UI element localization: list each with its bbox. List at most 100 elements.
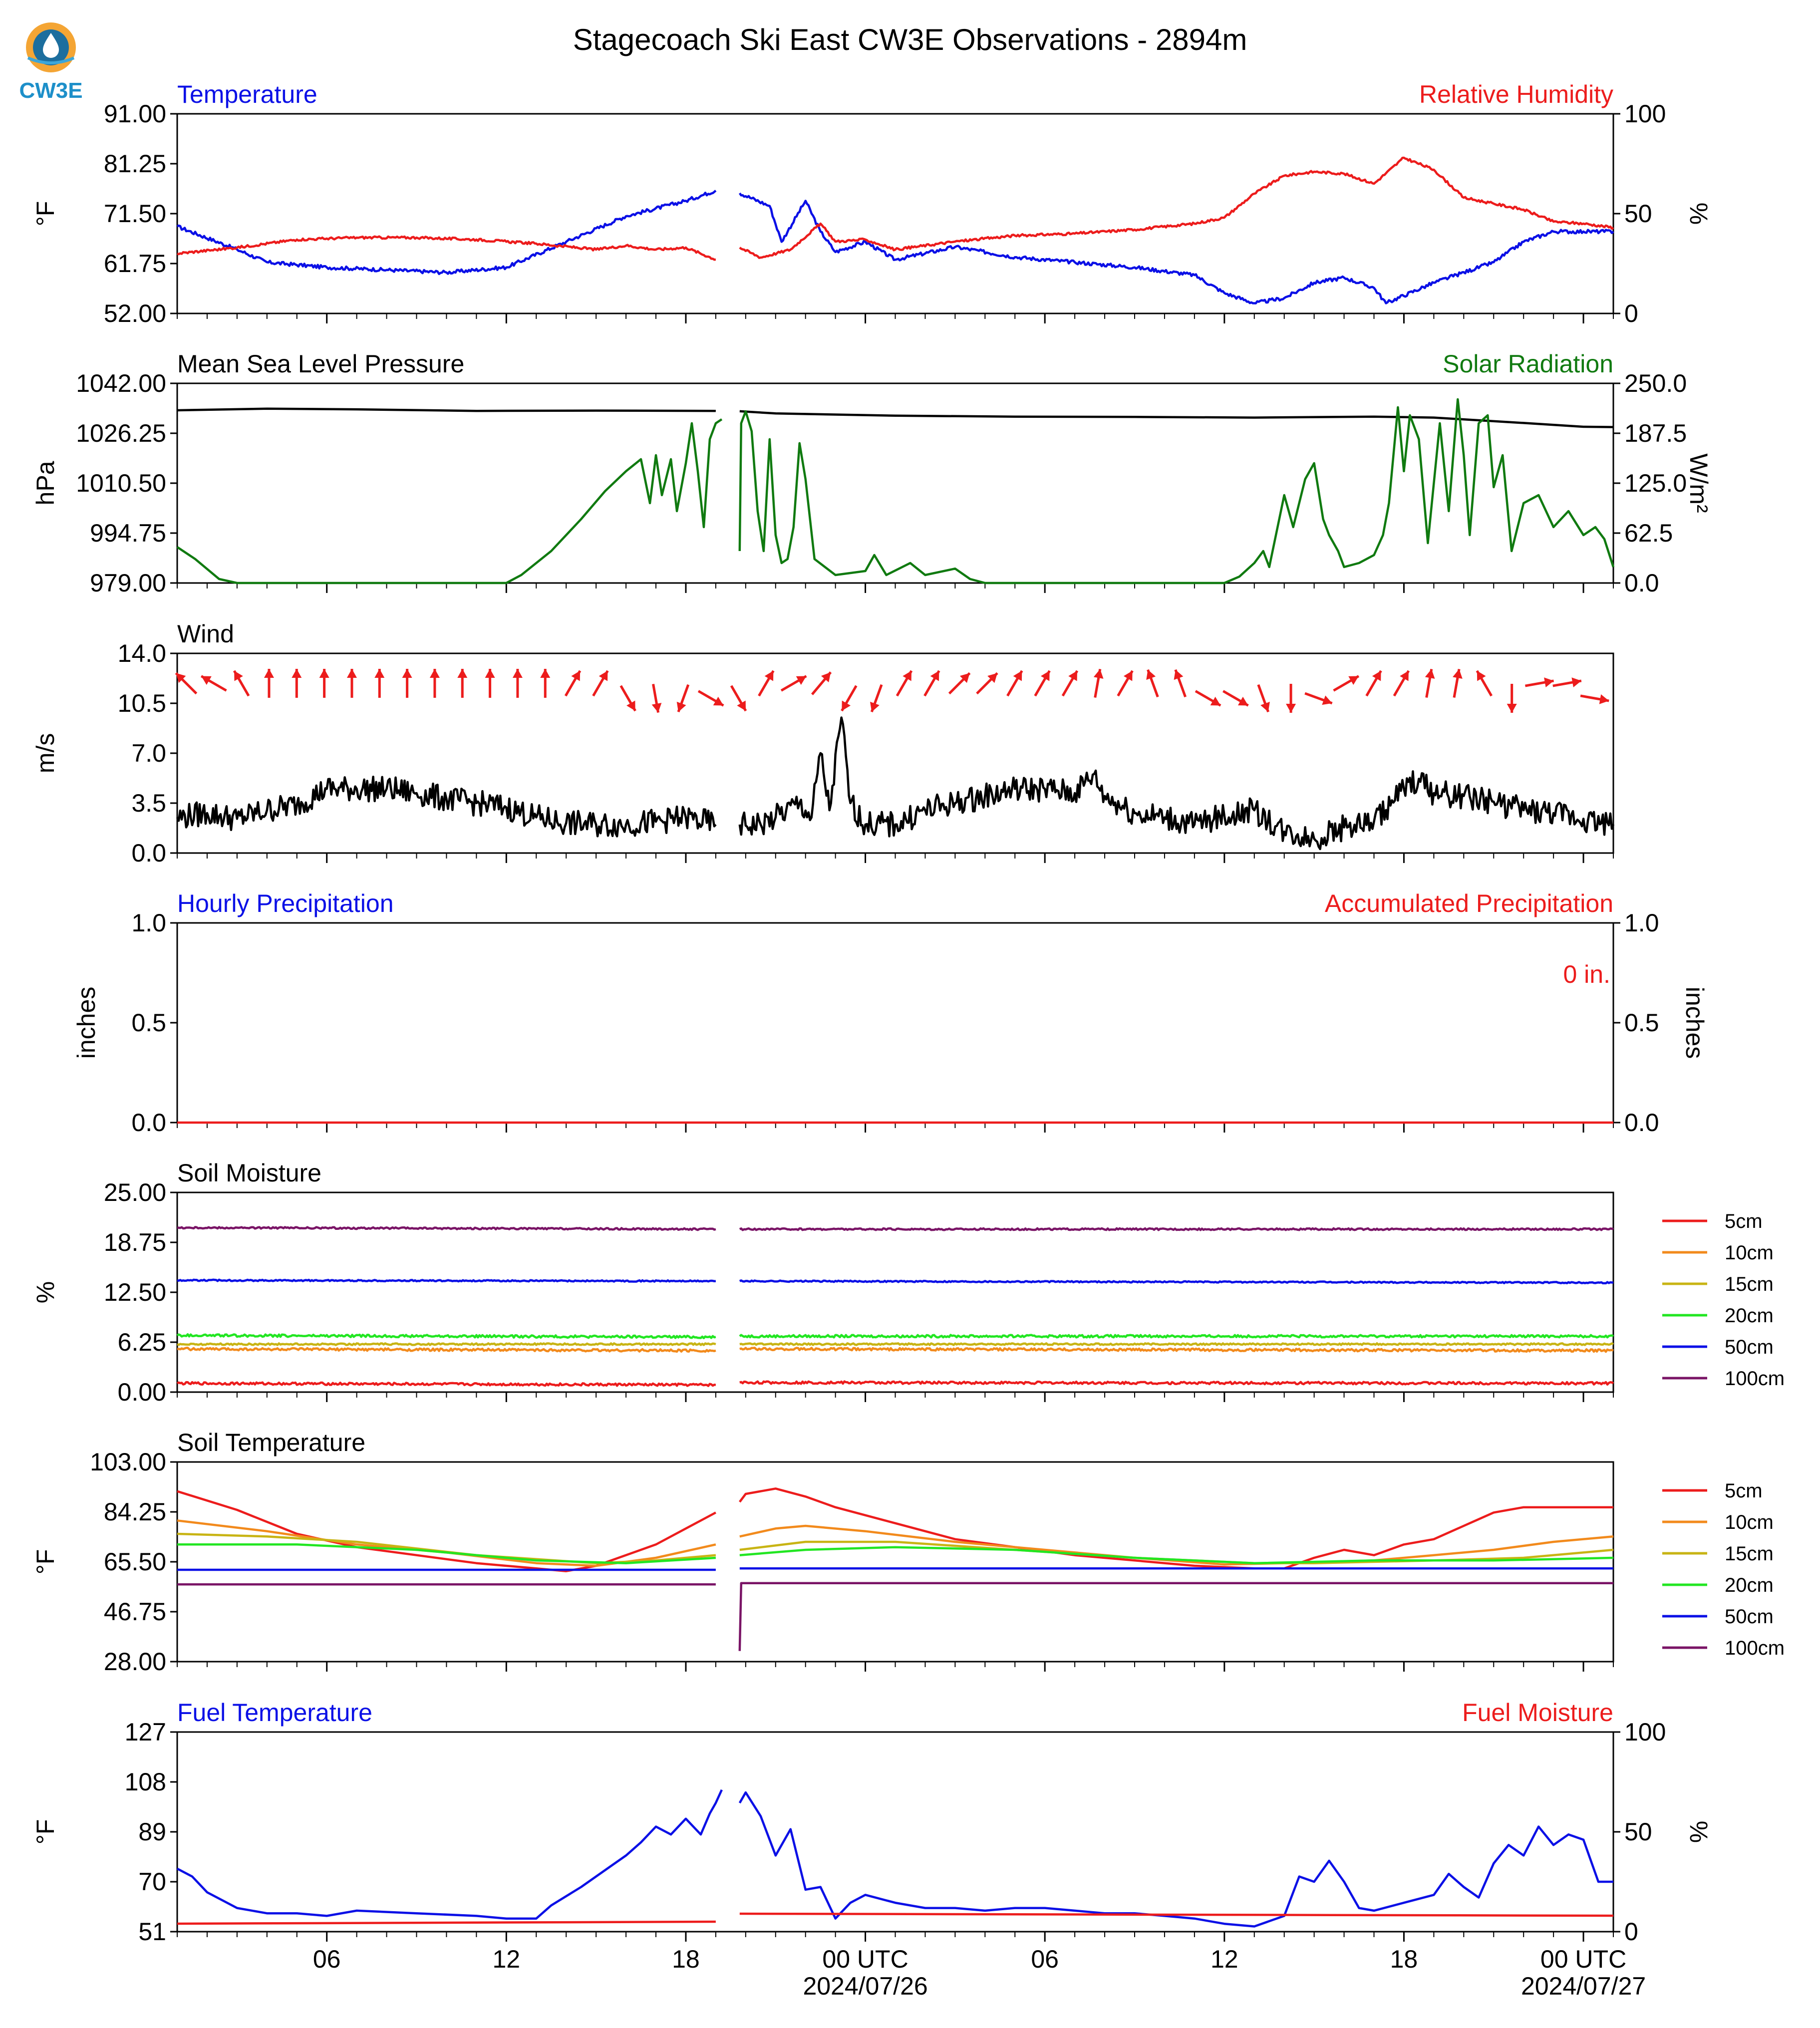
y-right-tick-label: 50 <box>1624 200 1652 228</box>
x-tick-label: 00 UTC <box>822 1945 908 1973</box>
wind-arrow-head <box>1013 670 1022 681</box>
series-line-5 <box>177 1226 1614 1231</box>
y-right-axis-label: % <box>1685 203 1713 225</box>
x-tick-date-label: 2024/07/27 <box>1521 1972 1646 2000</box>
chart-panels: Temperature Relative Humidity 91.00 81.25 71… <box>31 80 1785 2000</box>
y-tick-label: 1042.00 <box>76 369 166 397</box>
y-right-tick-label: 250.0 <box>1624 369 1687 397</box>
y-tick-label: 1010.50 <box>76 469 166 497</box>
series-line-1 <box>177 156 1614 261</box>
left-title: Soil Temperature <box>177 1429 365 1456</box>
wind-arrow-head <box>1477 670 1486 681</box>
y-right-tick-label: 125.0 <box>1624 469 1687 497</box>
series-line-5 <box>177 1582 1613 1651</box>
wind-arrow-head <box>346 669 357 678</box>
wind-arrow-head <box>1093 669 1104 679</box>
right-title: Solar Radiation <box>1443 350 1613 378</box>
y-tick-label: 1026.25 <box>76 419 166 447</box>
wind-arrow-head <box>292 669 302 678</box>
y-axis-label: inches <box>72 987 100 1059</box>
series-line-1 <box>177 1519 1614 1567</box>
wind-arrow-head <box>374 669 385 678</box>
y-tick-label: 52.00 <box>104 299 166 327</box>
wind-arrow-head <box>1348 676 1359 685</box>
left-title: Fuel Temperature <box>177 1699 372 1727</box>
y-axis-label: % <box>31 1281 59 1303</box>
y-tick-label: 0.00 <box>118 1378 166 1406</box>
cw3e-logo: CW3E <box>19 22 83 103</box>
wind-arrow-head <box>626 700 635 711</box>
legend-label: 15cm <box>1725 1273 1774 1295</box>
y-right-tick-label: 100 <box>1624 100 1666 128</box>
wind-arrow-head <box>1453 669 1463 679</box>
x-tick-label: 18 <box>1390 1945 1418 1973</box>
panel-2: Mean Sea Level Pressure Solar Radiation 10… <box>31 350 1713 597</box>
series-line-1 <box>176 398 1615 584</box>
y-right-tick-label: 187.5 <box>1624 419 1687 447</box>
wind-arrow-head <box>1146 669 1156 680</box>
wind-arrow-head <box>1068 670 1077 681</box>
wind-arrow-head <box>1123 670 1133 681</box>
wind-arrow-head <box>1237 696 1248 706</box>
y-tick-label: 0.0 <box>131 1109 166 1137</box>
wind-arrow-head <box>264 669 274 678</box>
wind-arrow-head <box>1599 694 1609 704</box>
left-title: Hourly Precipitation <box>177 889 394 917</box>
series-line-0 <box>176 190 1614 304</box>
wind-arrow-head <box>1400 670 1409 681</box>
y-tick-label: 91.00 <box>104 100 166 128</box>
y-right-axis-label: W/m² <box>1685 453 1713 513</box>
y-right-tick-label: 0 <box>1624 1918 1638 1946</box>
x-tick-label: 06 <box>313 1945 341 1973</box>
y-right-tick-label: 62.5 <box>1624 519 1673 547</box>
legend-label: 5cm <box>1725 1210 1763 1232</box>
panel-5: Soil Moisture 25.00 18.75 12.50 6.25 0.00% 5cm… <box>31 1159 1785 1406</box>
wind-arrow-head <box>1260 701 1270 712</box>
y-tick-label: 25.00 <box>104 1178 166 1206</box>
y-tick-label: 994.75 <box>90 519 166 547</box>
y-tick-label: 18.75 <box>104 1228 166 1256</box>
wind-arrow-head <box>176 673 186 683</box>
wind-arrow-head <box>1372 670 1381 681</box>
y-right-tick-label: 0.0 <box>1624 1109 1659 1137</box>
left-title: Mean Sea Level Pressure <box>177 350 464 378</box>
legend-label: 20cm <box>1725 1305 1774 1327</box>
wind-arrow-head <box>842 700 851 711</box>
series-line-3 <box>176 1333 1614 1340</box>
wind-arrow-head <box>512 669 523 678</box>
y-tick-label: 46.75 <box>104 1598 166 1626</box>
right-title: Relative Humidity <box>1419 80 1613 108</box>
y-right-tick-label: 0.0 <box>1624 569 1659 597</box>
wind-arrow-head <box>1210 696 1221 706</box>
wind-arrow-head <box>429 669 440 678</box>
wind-arrow-head <box>987 673 997 683</box>
legend-label: 50cm <box>1725 1336 1774 1358</box>
series-line-2 <box>177 1342 1614 1346</box>
legend-label: 100cm <box>1725 1637 1785 1659</box>
y-right-tick-label: 100 <box>1624 1718 1666 1746</box>
panel-3: Wind 14.0 10.5 7.0 3.5 0.0 m/s <box>31 620 1615 867</box>
panel-6: Soil Temperature 103.00 84.25 65.50 46.75 28.… <box>31 1429 1785 1676</box>
y-tick-label: 65.50 <box>104 1548 166 1576</box>
wind-arrow-head <box>764 670 774 681</box>
wind-arrow-head <box>1507 704 1517 713</box>
accumulated-annotation: 0 in. <box>1563 960 1610 988</box>
series-line-0 <box>176 1789 1613 1928</box>
right-title: Accumulated Precipitation <box>1325 889 1613 917</box>
logo-drop-icon <box>43 33 59 58</box>
y-tick-label: 51 <box>138 1918 166 1946</box>
wind-arrow-head <box>796 676 807 685</box>
x-tick-label: 06 <box>1031 1945 1059 1973</box>
y-tick-label: 84.25 <box>104 1498 166 1526</box>
x-tick-label: 00 UTC <box>1540 1945 1626 1973</box>
y-tick-label: 71.50 <box>104 200 166 228</box>
wind-arrow-head <box>599 670 608 681</box>
wind-arrow-head <box>457 669 468 678</box>
series-line-1 <box>177 1347 1614 1353</box>
y-right-axis-label: inches <box>1681 987 1709 1059</box>
y-axis-label: hPa <box>31 461 59 505</box>
x-tick-label: 12 <box>493 1945 521 1973</box>
y-right-tick-label: 50 <box>1624 1818 1652 1846</box>
wind-arrow-head <box>1174 669 1184 680</box>
y-tick-label: 89 <box>138 1818 166 1846</box>
